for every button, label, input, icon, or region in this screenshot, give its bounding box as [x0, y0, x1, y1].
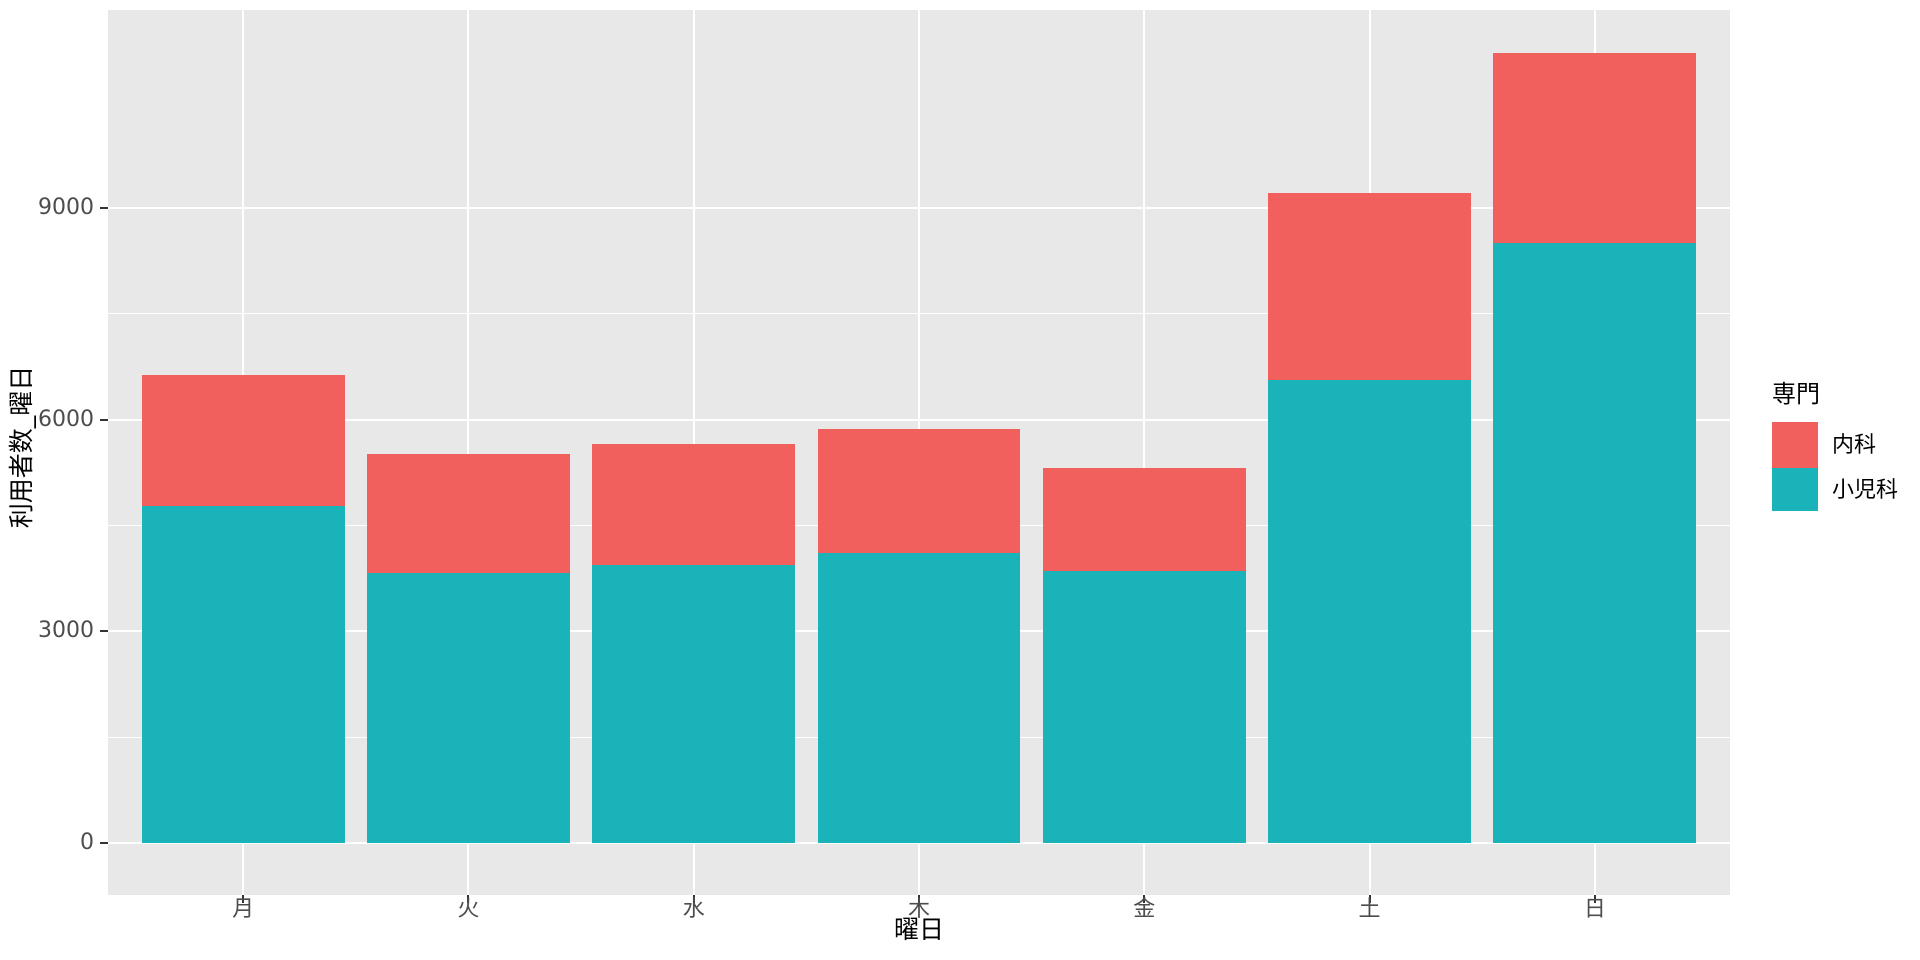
plot-panel	[108, 10, 1730, 895]
x-tick-label: 土	[1358, 897, 1381, 922]
bar-segment-内科-金	[1042, 467, 1246, 572]
legend-key-小児科	[1772, 468, 1818, 511]
x-tick-label: 日	[1583, 897, 1606, 922]
x-tick-mark	[1593, 895, 1596, 903]
y-axis-title: 利用者数_曜日	[7, 365, 36, 529]
x-tick-mark	[1143, 895, 1146, 903]
y-tick-label: 0	[80, 830, 94, 855]
legend-label-内科: 内科	[1832, 433, 1877, 458]
y-tick-mark	[100, 418, 108, 421]
bar-segment-内科-日	[1493, 53, 1697, 243]
x-tick-label: 水	[682, 897, 705, 922]
x-tick-mark	[918, 895, 920, 903]
x-tick-mark	[1368, 895, 1371, 903]
bar-segment-内科-火	[367, 453, 570, 574]
bar-segment-小児科-木	[817, 553, 1021, 843]
y-tick-label: 9000	[38, 194, 94, 220]
x-tick-label: 月	[232, 897, 255, 922]
y-tick-mark	[100, 630, 108, 633]
legend-key-内科	[1772, 422, 1818, 468]
x-tick-mark	[692, 895, 695, 903]
x-tick-mark	[467, 895, 470, 903]
bar-segment-内科-月	[141, 375, 345, 506]
y-tick-mark	[100, 206, 108, 209]
gridline-vertical	[467, 10, 470, 895]
y-tick-label: 3000	[38, 618, 94, 644]
x-tick-label: 金	[1133, 897, 1156, 922]
x-tick-mark	[242, 895, 245, 903]
bar-segment-内科-木	[817, 428, 1021, 553]
bar-segment-小児科-土	[1268, 380, 1471, 843]
x-tick-label: 木	[907, 897, 930, 922]
legend-title: 専門	[1772, 380, 1820, 408]
bar-segment-小児科-火	[367, 573, 570, 843]
bar-segment-小児科-月	[141, 505, 345, 843]
x-tick-label: 火	[457, 897, 480, 922]
legend-label-小児科: 小児科	[1832, 478, 1899, 503]
bar-segment-小児科-金	[1042, 571, 1246, 843]
bar-segment-小児科-日	[1493, 242, 1697, 843]
bar-segment-内科-土	[1268, 193, 1471, 381]
y-tick-mark	[100, 842, 108, 844]
x-axis-title: 曜日	[893, 915, 944, 944]
bar-segment-小児科-水	[592, 565, 796, 843]
y-tick-label: 6000	[38, 406, 94, 432]
bar-segment-内科-水	[592, 443, 796, 565]
gridline-vertical	[1143, 10, 1146, 895]
